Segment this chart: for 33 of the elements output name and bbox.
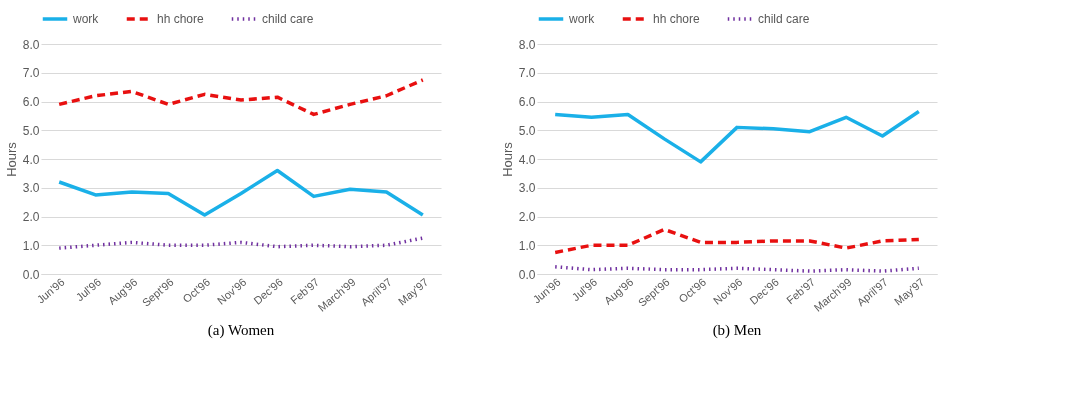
y-tick-label: 6.0 [518, 95, 536, 109]
y-tick-label: 5.0 [22, 123, 40, 138]
legend-label: child care [758, 12, 810, 26]
legend-label: work [72, 12, 100, 26]
y-tick-label: 8.0 [22, 37, 40, 52]
legend-label: child care [262, 12, 314, 26]
y-axis-title: Hours [3, 141, 19, 177]
legend-label: hh chore [653, 12, 701, 26]
y-tick-label: 1.0 [22, 238, 40, 253]
y-tick-label: 0.0 [22, 267, 40, 282]
y-tick-label: 7.0 [518, 66, 536, 81]
y-tick-label: 0.0 [518, 267, 536, 282]
y-tick-label: 2.0 [518, 210, 536, 224]
text: (b) Men [712, 322, 762, 340]
y-tick-label: 4.0 [518, 152, 536, 167]
line-series [57, 168, 425, 217]
y-tick-label: 3.0 [22, 181, 40, 196]
line-series [57, 78, 425, 117]
y-tick-label: 5.0 [518, 123, 536, 138]
y-tick-label: 7.0 [22, 66, 40, 81]
y-axis-title: Hours [499, 141, 515, 177]
legend-label: hh chore [157, 12, 205, 26]
y-tick-label: 3.0 [518, 181, 536, 196]
y-tick-label: 2.0 [22, 210, 40, 224]
line-series [57, 236, 425, 250]
y-tick-label: 1.0 [518, 238, 536, 253]
legend-label: work [568, 12, 596, 26]
text: (a) Women [207, 322, 275, 340]
line-series [553, 227, 921, 255]
y-tick-label: 8.0 [518, 37, 536, 52]
y-tick-label: 6.0 [22, 95, 40, 109]
y-tick-label: 4.0 [22, 152, 40, 167]
line-series [553, 109, 921, 164]
